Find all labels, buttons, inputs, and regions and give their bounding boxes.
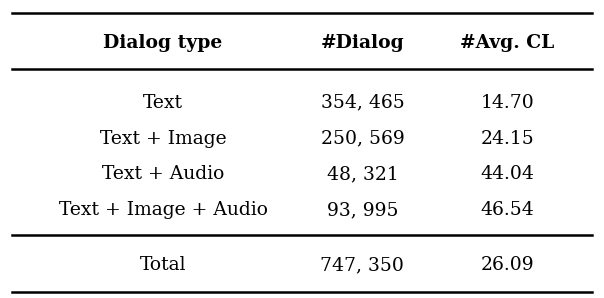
Text: 44.04: 44.04 <box>480 165 535 183</box>
Text: Text + Image + Audio: Text + Image + Audio <box>59 201 268 219</box>
Text: Text + Audio: Text + Audio <box>102 165 224 183</box>
Text: 46.54: 46.54 <box>481 201 534 219</box>
Text: 93, 995: 93, 995 <box>327 201 398 219</box>
Text: 354, 465: 354, 465 <box>321 94 404 112</box>
Text: 250, 569: 250, 569 <box>321 130 404 148</box>
Text: Total: Total <box>140 256 186 274</box>
Text: 747, 350: 747, 350 <box>321 256 404 274</box>
Text: Text + Image: Text + Image <box>100 130 226 148</box>
Text: 14.70: 14.70 <box>481 94 534 112</box>
Text: Text: Text <box>143 94 183 112</box>
Text: 26.09: 26.09 <box>481 256 534 274</box>
Text: #Dialog: #Dialog <box>321 34 404 52</box>
Text: 48, 321: 48, 321 <box>327 165 398 183</box>
Text: #Avg. CL: #Avg. CL <box>460 34 554 52</box>
Text: Dialog type: Dialog type <box>103 34 223 52</box>
Text: 24.15: 24.15 <box>481 130 534 148</box>
